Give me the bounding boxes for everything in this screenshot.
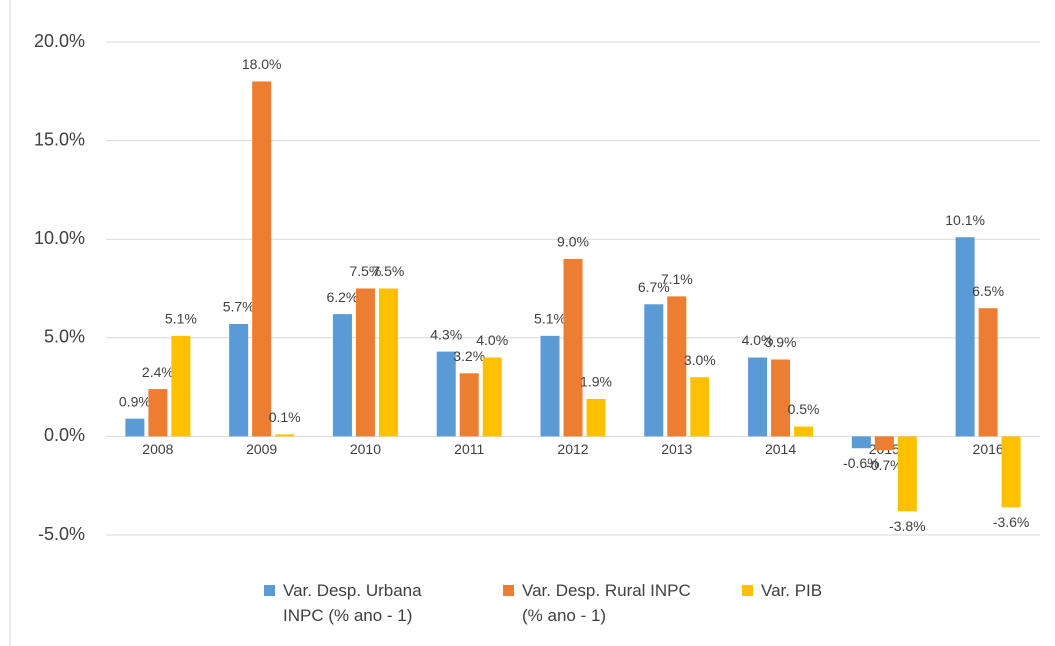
bar: [436, 351, 456, 437]
data-label: -0.7%: [866, 457, 903, 473]
bar: [748, 357, 768, 437]
bar: [563, 258, 583, 437]
x-tick-label: 2010: [350, 441, 381, 457]
data-label: 5.1%: [534, 311, 566, 327]
bar: [897, 436, 917, 512]
bar: [252, 81, 272, 437]
data-label: 6.2%: [326, 289, 358, 305]
y-tick-label: 10.0%: [34, 228, 85, 248]
data-label: 4.3%: [430, 326, 462, 342]
bar: [874, 436, 894, 451]
y-tick-label: 0.0%: [44, 425, 85, 445]
bar: [482, 357, 502, 437]
legend-label: Var. Desp. Rural INPC (% ano - 1): [522, 581, 691, 625]
x-tick-label: 2008: [142, 441, 173, 457]
bar: [586, 398, 606, 437]
x-tick-label: 2009: [246, 441, 277, 457]
legend: Var. Desp. Urbana INPC (% ano - 1) Var. D…: [264, 578, 851, 628]
bar: [978, 308, 998, 437]
y-tick-label: 15.0%: [34, 129, 85, 149]
data-label: 6.5%: [972, 283, 1004, 299]
legend-item: Var. PIB: [742, 578, 851, 628]
data-label: 6.7%: [638, 279, 670, 295]
data-label: 7.5%: [372, 263, 404, 279]
data-label: -3.6%: [993, 514, 1030, 530]
data-label: 7.5%: [349, 263, 381, 279]
data-label: 4.0%: [476, 332, 508, 348]
legend-item: Var. Desp. Urbana INPC (% ano - 1): [264, 578, 463, 628]
data-label: 2.4%: [142, 364, 174, 380]
y-tick-label: 5.0%: [44, 327, 85, 347]
y-tick-label: -5.0%: [38, 524, 85, 544]
bar: [794, 426, 814, 437]
data-label: 0.5%: [788, 401, 820, 417]
legend-swatch: [503, 585, 514, 596]
bar: [229, 323, 249, 437]
bar: [1001, 436, 1021, 508]
bar: [955, 237, 975, 437]
bar: [275, 434, 295, 437]
data-label: 7.1%: [661, 271, 693, 287]
data-label: 5.7%: [223, 299, 255, 315]
legend-item: Var. Desp. Rural INPC (% ano - 1): [503, 578, 702, 628]
bar: [690, 377, 710, 437]
data-label: 9.0%: [557, 234, 589, 250]
data-label: 5.1%: [165, 311, 197, 327]
bar: [851, 436, 871, 449]
bar: [148, 389, 168, 437]
data-label: 1.9%: [580, 374, 612, 390]
data-label: 0.1%: [269, 409, 301, 425]
bar: [459, 373, 479, 437]
bar: [332, 314, 352, 437]
y-tick-label: 20.0%: [34, 31, 85, 51]
legend-swatch: [264, 585, 275, 596]
data-label: 4.0%: [742, 332, 774, 348]
data-label: -3.8%: [889, 518, 926, 534]
legend-label: Var. Desp. Urbana INPC (% ano - 1): [283, 581, 422, 625]
bar: [125, 418, 145, 437]
bar: [378, 288, 398, 437]
legend-swatch: [742, 585, 753, 596]
data-label: 10.1%: [945, 212, 985, 228]
x-tick-label: 2016: [973, 441, 1004, 457]
bar: [355, 288, 375, 437]
x-tick-label: 2012: [557, 441, 588, 457]
bar: [540, 335, 560, 437]
data-label: 3.2%: [453, 348, 485, 364]
bar: [771, 359, 791, 437]
x-tick-label: 2013: [661, 441, 692, 457]
data-label: 18.0%: [242, 56, 282, 72]
data-label: 3.0%: [684, 352, 716, 368]
bar: [667, 296, 687, 437]
data-label: -0.6%: [843, 455, 880, 471]
bar: [171, 335, 191, 437]
x-tick-label: 2014: [765, 441, 796, 457]
legend-label: Var. PIB: [761, 581, 823, 600]
data-label: 3.9%: [765, 334, 797, 350]
data-label: 0.9%: [119, 393, 151, 409]
bar: [644, 304, 664, 437]
x-tick-label: 2011: [454, 441, 484, 457]
